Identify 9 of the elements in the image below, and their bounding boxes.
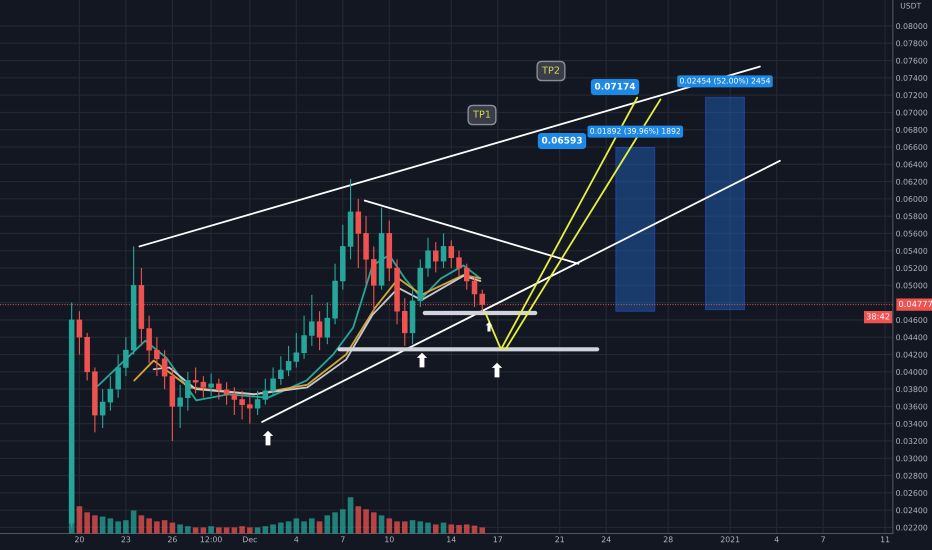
- annotation: TP2: [542, 66, 560, 74]
- annotation: 0.07174: [594, 82, 636, 90]
- ref-line-label: 0.04777: [898, 300, 932, 308]
- annotation: ⬆: [262, 430, 274, 446]
- annotation: ⬆: [492, 362, 502, 378]
- annotation: 0.06593: [542, 136, 582, 144]
- annotation: ⬆: [416, 352, 428, 368]
- annotation: 38:42: [866, 313, 890, 320]
- annotation: TP1: [472, 110, 490, 118]
